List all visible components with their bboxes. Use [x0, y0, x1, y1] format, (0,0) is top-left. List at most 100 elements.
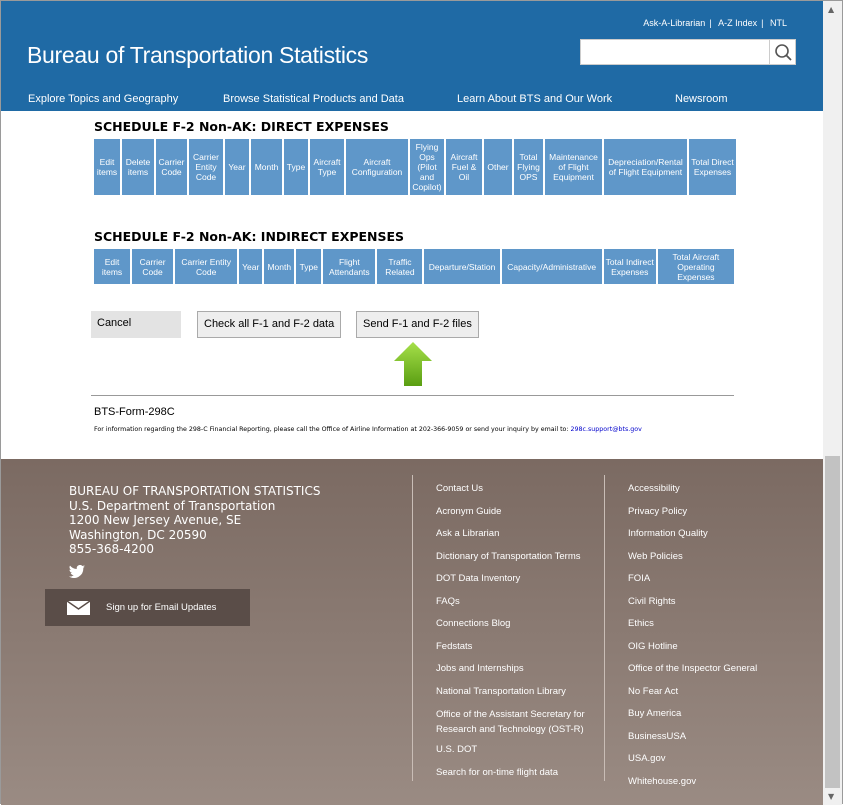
column-header: Other — [484, 139, 512, 195]
direct-expenses-table: Edit items Delete items Carrier Code Carrie… — [92, 139, 738, 195]
column-header: Carrier Code — [156, 139, 187, 195]
form-id: BTS-Form-298C — [94, 406, 175, 418]
footer-links-col2: Accessibility Privacy Policy Information Q… — [628, 483, 788, 798]
envelope-icon — [67, 601, 90, 615]
footer-link[interactable]: U.S. DOT — [436, 744, 478, 755]
footer-link[interactable]: DOT Data Inventory — [436, 573, 521, 584]
footer-link[interactable]: Civil Rights — [628, 595, 676, 607]
search-input[interactable] — [581, 40, 769, 64]
send-files-button[interactable]: Send F-1 and F-2 files — [356, 311, 479, 338]
footer-link[interactable]: Dictionary of Transportation Terms — [436, 550, 581, 562]
footer-link[interactable]: Ethics — [628, 618, 654, 629]
footer-link[interactable]: Buy America — [628, 708, 682, 719]
divider — [604, 475, 605, 781]
scroll-down-icon[interactable]: ▼ — [828, 792, 835, 801]
footer-link[interactable]: Acronym Guide — [436, 505, 502, 517]
search-button[interactable] — [769, 40, 795, 64]
twitter-icon[interactable] — [69, 565, 85, 578]
footer-link[interactable]: Jobs and Internships — [436, 663, 524, 674]
footer-link[interactable]: Privacy Policy — [628, 505, 688, 517]
search-box — [580, 39, 796, 65]
nav-learn[interactable]: Learn About BTS and Our Work — [457, 93, 613, 105]
site-logo[interactable]: Bureau of Transportation Statistics — [27, 42, 369, 68]
footer-link[interactable]: OIG Hotline — [628, 640, 678, 652]
nav-browse[interactable]: Browse Statistical Products and Data — [223, 93, 404, 105]
main-content: SCHEDULE F-2 Non-AK: DIRECT EXPENSES Edi… — [1, 111, 823, 459]
site-header: Ask-A-Librarian | A-Z Index | NTL Bureau o… — [1, 1, 823, 111]
column-header: Total Indirect Expenses — [603, 249, 656, 284]
column-header: Edit items — [94, 249, 131, 284]
indirect-expenses-table: Edit items Carrier Code Carrier Entity Cod… — [92, 249, 736, 284]
footer-link[interactable]: Information Quality — [628, 528, 708, 539]
phone: 855-368-4200 — [69, 542, 155, 556]
site-footer: BUREAU OF TRANSPORTATION STATISTICS U.S.… — [1, 459, 823, 805]
column-header: Traffic Related — [377, 249, 423, 284]
divider — [412, 475, 413, 781]
footer-link[interactable]: Whitehouse.gov — [628, 775, 697, 787]
column-header: Carrier Code — [132, 249, 174, 284]
footer-link[interactable]: Office of the Inspector General — [628, 663, 758, 674]
column-header: Month — [251, 139, 282, 195]
column-header: Total Aircraft Operating Expenses — [657, 249, 734, 284]
nav-explore[interactable]: Explore Topics and Geography — [28, 93, 179, 105]
column-header: Type — [284, 139, 308, 195]
city: Washington, DC 20590 — [69, 527, 207, 542]
email-signup-label: Sign up for Email Updates — [106, 602, 217, 613]
support-email-link[interactable]: 298c.support@bts.gov — [570, 426, 642, 433]
footer-link[interactable]: Accessibility — [628, 483, 680, 494]
agency-name: BUREAU OF TRANSPORTATION STATISTICS — [69, 484, 321, 498]
footer-link[interactable]: Contact Us — [436, 483, 483, 494]
footer-address: BUREAU OF TRANSPORTATION STATISTICS U.S.… — [69, 484, 320, 557]
footer-link[interactable]: Ask a Librarian — [436, 528, 500, 539]
direct-expenses-title: SCHEDULE F-2 Non-AK: DIRECT EXPENSES — [94, 119, 389, 134]
column-header: Edit items — [94, 139, 120, 195]
footer-link[interactable]: Search for on-time flight data — [436, 766, 558, 778]
info-text: For information regarding the 298-C Fina… — [94, 426, 642, 433]
column-header: Flight Attendants — [323, 249, 376, 284]
az-index-link[interactable]: A-Z Index — [718, 18, 758, 28]
info-message: For information regarding the 298-C Fina… — [94, 426, 571, 433]
email-signup-button[interactable]: Sign up for Email Updates — [45, 589, 250, 626]
column-header: Carrier Entity Code — [175, 249, 238, 284]
nav-newsroom[interactable]: Newsroom — [675, 93, 728, 105]
utility-links: Ask-A-Librarian | A-Z Index | NTL — [639, 18, 791, 28]
column-header: Departure/Station — [424, 249, 500, 284]
ask-librarian-link[interactable]: Ask-A-Librarian — [643, 18, 706, 28]
check-data-button[interactable]: Check all F-1 and F-2 data — [197, 311, 342, 338]
footer-link[interactable]: Web Policies — [628, 550, 683, 562]
footer-link[interactable]: FAQs — [436, 595, 460, 607]
street: 1200 New Jersey Avenue, SE — [69, 513, 242, 527]
footer-link[interactable]: Connections Blog — [436, 618, 511, 629]
scrollbar[interactable]: ▲ ▼ — [823, 1, 842, 805]
column-header: Carrier Entity Code — [189, 139, 223, 195]
column-header: Flying Ops (Pilot and Copilot) — [410, 139, 444, 195]
divider — [91, 395, 734, 396]
footer-link[interactable]: No Fear Act — [628, 685, 679, 697]
column-header: Maintenance of Flight Equipment — [545, 139, 602, 195]
column-header: Year — [239, 249, 263, 284]
ntl-link[interactable]: NTL — [769, 18, 787, 28]
footer-link[interactable]: National Transportation Library — [436, 685, 566, 697]
column-header: Total Direct Expenses — [689, 139, 736, 195]
search-icon — [775, 44, 792, 61]
column-header: Aircraft Type — [310, 139, 344, 195]
scroll-up-icon[interactable]: ▲ — [828, 5, 835, 14]
footer-link[interactable]: USA.gov — [628, 753, 666, 764]
column-header: Total Flying OPS — [514, 139, 543, 195]
department: U.S. Department of Transportation — [69, 498, 276, 513]
arrow-up-icon — [394, 342, 432, 386]
cancel-button[interactable]: Cancel — [91, 311, 181, 338]
column-header: Month — [264, 249, 295, 284]
column-header: Aircraft Configuration — [346, 139, 408, 195]
column-header: Aircraft Fuel & Oil — [446, 139, 482, 195]
footer-link[interactable]: Office of the Assistant Secretary for Re… — [436, 709, 585, 735]
footer-link[interactable]: BusinessUSA — [628, 730, 687, 742]
column-header: Depreciation/Rental of Flight Equipment — [604, 139, 687, 195]
scrollbar-thumb[interactable] — [825, 456, 840, 788]
column-header: Year — [225, 139, 249, 195]
footer-link[interactable]: Fedstats — [436, 640, 473, 652]
footer-links-col1: Contact Us Acronym Guide Ask a Librarian Di… — [436, 483, 596, 789]
column-header: Delete items — [122, 139, 154, 195]
column-header: Type — [296, 249, 322, 284]
footer-link[interactable]: FOIA — [628, 573, 651, 584]
